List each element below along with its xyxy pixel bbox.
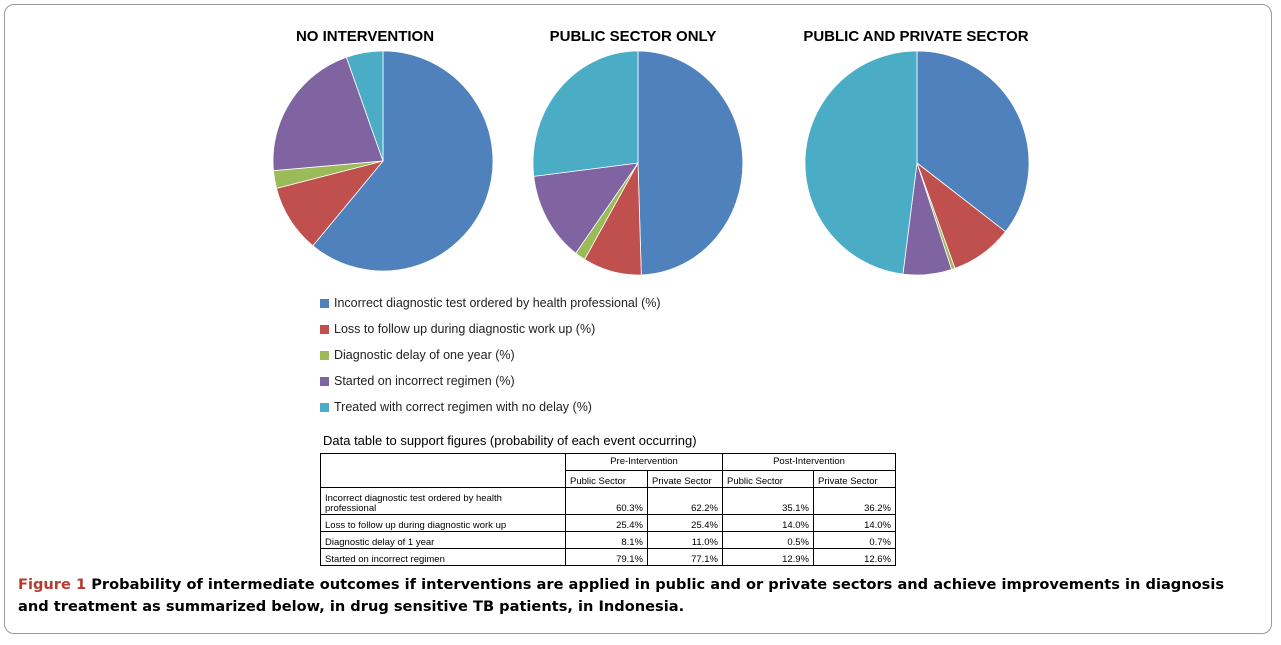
- table-cell: 35.1%: [722, 487, 814, 515]
- table-subheader: Public Sector: [722, 470, 814, 488]
- table-cell: 12.9%: [722, 548, 814, 566]
- table-header-group-row: Pre-Intervention Post-Intervention: [320, 453, 896, 488]
- slice-incorrect-regimen: [272, 56, 384, 172]
- table-cell: 8.1%: [565, 531, 648, 549]
- table-cell: 12.6%: [813, 548, 896, 566]
- table-row-label: Incorrect diagnostic test ordered by hea…: [320, 487, 566, 515]
- legend-label: Incorrect diagnostic test ordered by hea…: [334, 296, 661, 310]
- table-subheader: Public Sector: [565, 470, 648, 488]
- table-cell: 79.1%: [565, 548, 648, 566]
- figure-caption-text: Probability of intermediate outcomes if …: [18, 576, 1225, 615]
- table-corner-cell: [320, 453, 566, 488]
- table-row: Incorrect diagnostic test ordered by hea…: [320, 487, 896, 515]
- slice-incorrect-regimen: [533, 162, 639, 254]
- table-row: Diagnostic delay of 1 year 8.1% 11.0% 0.…: [320, 531, 896, 549]
- legend-swatch: [320, 299, 329, 308]
- table-cell: 36.2%: [813, 487, 896, 515]
- pie-title-public-sector-only: PUBLIC SECTOR ONLY: [549, 28, 717, 45]
- slice-incorrect-test: [916, 50, 1030, 233]
- table-subheader-row: Public Sector Private Sector Public Sect…: [321, 470, 896, 488]
- legend-swatch: [320, 325, 329, 334]
- table-cell: 0.5%: [722, 531, 814, 549]
- legend-label: Loss to follow up during diagnostic work…: [334, 322, 596, 336]
- table-group-header: Pre-Intervention: [565, 453, 723, 471]
- table-cell: 25.4%: [565, 514, 648, 532]
- slice-correct-regimen: [804, 50, 918, 275]
- table-cell: 11.0%: [647, 531, 723, 549]
- slice-correct-regimen: [345, 50, 384, 162]
- table-cell: 14.0%: [722, 514, 814, 532]
- slice-incorrect-test: [637, 50, 744, 276]
- table-cell: 62.2%: [647, 487, 723, 515]
- legend-label: Started on incorrect regimen (%): [334, 374, 515, 388]
- table-cell: 25.4%: [647, 514, 723, 532]
- table-row: Loss to follow up during diagnostic work…: [320, 514, 896, 532]
- figure-caption: Figure 1 Probability of intermediate out…: [18, 574, 1258, 618]
- data-table: Pre-Intervention Post-Intervention Publi…: [320, 453, 896, 566]
- table-row-label: Started on incorrect regimen: [320, 548, 566, 566]
- table-cell: 77.1%: [647, 548, 723, 566]
- table-subheader: Private Sector: [813, 470, 896, 488]
- table-row-label: Loss to follow up during diagnostic work…: [320, 514, 566, 532]
- pie-chart-public-and-private: [804, 50, 1030, 276]
- row-label-line: Incorrect diagnostic test ordered by hea…: [325, 493, 502, 504]
- legend-label: Diagnostic delay of one year (%): [334, 348, 515, 362]
- pie-title-no-intervention: NO INTERVENTION: [295, 28, 435, 45]
- pie-chart-no-intervention: [272, 50, 494, 272]
- table-cell: 0.7%: [813, 531, 896, 549]
- table-cell: 14.0%: [813, 514, 896, 532]
- table-title: Data table to support figures (probabili…: [323, 433, 697, 448]
- table-subheader: Private Sector: [647, 470, 723, 488]
- row-label-line: professional: [325, 503, 377, 514]
- legend-swatch: [320, 351, 329, 360]
- table-group-header: Post-Intervention: [722, 453, 896, 471]
- table-row-label: Diagnostic delay of 1 year: [320, 531, 566, 549]
- pie-chart-public-sector-only: [532, 50, 744, 276]
- legend-label: Treated with correct regimen with no del…: [334, 400, 592, 414]
- figure-label: Figure 1: [18, 576, 87, 593]
- slice-correct-regimen: [532, 50, 639, 177]
- table-cell: 60.3%: [565, 487, 648, 515]
- table-row: Started on incorrect regimen 79.1% 77.1%…: [320, 548, 896, 566]
- slice-incorrect-test: [312, 50, 494, 272]
- legend-swatch: [320, 377, 329, 386]
- legend-swatch: [320, 403, 329, 412]
- pie-title-public-and-private: PUBLIC AND PRIVATE SECTOR: [803, 28, 1029, 45]
